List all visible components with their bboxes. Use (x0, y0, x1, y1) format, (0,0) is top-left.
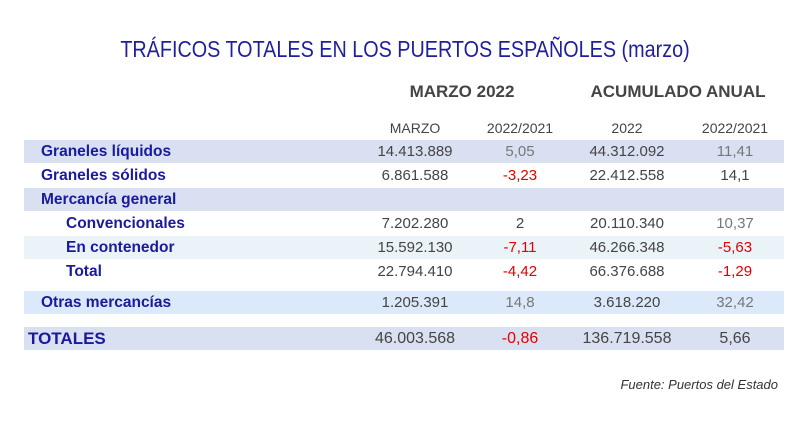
table-row: Otras mercancías 1.205.391 14,8 3.618.220 32… (24, 291, 784, 314)
row-value: 14,1 (720, 167, 750, 184)
table-row: Graneles sólidos 6.861.588 -3,23 22.412.558… (24, 164, 784, 187)
row-value: -3,23 (502, 167, 538, 184)
source-note: Fuente: Puertos del Estado (620, 377, 778, 392)
row-value: 5,66 (719, 330, 751, 347)
row-value: 14.413.889 (377, 143, 453, 160)
row-value: 10,37 (716, 215, 754, 232)
row-label: Total (66, 263, 102, 280)
row-value: 46.266.348 (589, 239, 665, 256)
row-value: 6.861.588 (381, 167, 449, 184)
row-label: Graneles líquidos (41, 143, 172, 160)
group-header-month: MARZO 2022 (409, 82, 515, 101)
column-header-2022: 2022 (611, 120, 643, 136)
row-value: 20.110.340 (590, 215, 664, 232)
row-label: En contenedor (66, 239, 175, 256)
table-row: Convencionales 7.202.280 2 20.110.340 10,37 (24, 212, 784, 235)
row-value: 22.794.410 (377, 263, 453, 280)
row-label: TOTALES (28, 329, 106, 348)
row-label: Convencionales (66, 215, 185, 232)
row-value: 15.592.130 (377, 239, 453, 256)
row-value: 1.205.391 (381, 294, 449, 311)
row-label: Graneles sólidos (41, 167, 166, 184)
table-row: Mercancía general (24, 188, 784, 211)
row-value: 11,41 (716, 143, 754, 160)
row-value: 32,42 (716, 294, 754, 311)
table-row: Graneles líquidos 14.413.889 5,05 44.312.09… (24, 140, 784, 163)
row-value: 46.003.568 (374, 330, 456, 347)
row-value: 22.412.558 (589, 167, 665, 184)
row-label: Otras mercancías (41, 294, 172, 311)
row-value: 5,05 (505, 143, 535, 160)
row-value: 66.376.688 (589, 263, 665, 280)
row-value: 136.719.558 (582, 330, 672, 347)
row-value: -0,86 (501, 330, 539, 347)
row-label: Mercancía general (41, 191, 177, 208)
column-header-variation-annual: 2022/2021 (701, 120, 769, 136)
row-value: -7,11 (503, 239, 537, 256)
table-row: En contenedor 15.592.130 -7,11 46.266.348 -5… (24, 236, 784, 259)
row-value: 44.312.092 (589, 143, 665, 160)
column-header-marzo: MARZO (389, 120, 441, 136)
row-value: -4,42 (502, 263, 538, 280)
table-title: TRÁFICOS TOTALES EN LOS PUERTOS ESPAÑOLE… (120, 36, 690, 62)
row-value: 3.618.220 (593, 294, 661, 311)
row-value: 7.202.280 (381, 215, 449, 232)
row-value: 14,8 (505, 294, 535, 311)
group-header-annual: ACUMULADO ANUAL (590, 82, 766, 101)
table-row: TOTALES 46.003.568 -0,86 136.719.558 5,66 (24, 327, 784, 350)
row-value: -1,29 (717, 263, 753, 280)
row-value: 2 (515, 215, 525, 232)
table-row: Total 22.794.410 -4,42 66.376.688 -1,29 (24, 260, 784, 283)
row-value: -5,63 (717, 239, 753, 256)
column-header-variation-month: 2022/2021 (486, 120, 554, 136)
